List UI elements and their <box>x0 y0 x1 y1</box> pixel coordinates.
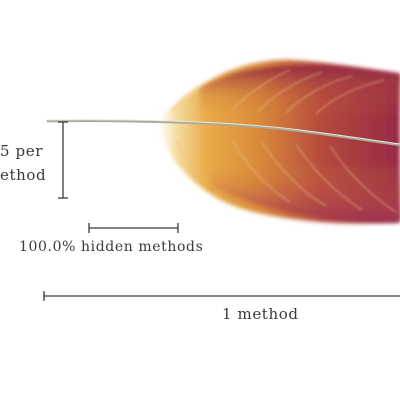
method-width-label: 1 method <box>222 305 299 323</box>
vertical-label-line-1: 5 per <box>0 142 43 160</box>
hidden-methods-bracket <box>88 223 179 233</box>
vertical-label-line-2: ethod <box>0 166 47 184</box>
feather-shaft <box>46 119 400 147</box>
hidden-methods-label: 100.0% hidden methods <box>19 239 204 255</box>
feather-vane <box>158 59 400 224</box>
vertical-dimension-bracket <box>58 121 68 199</box>
feather-shaft-highlight <box>47 119 400 145</box>
width-dimension-bracket <box>43 291 400 301</box>
